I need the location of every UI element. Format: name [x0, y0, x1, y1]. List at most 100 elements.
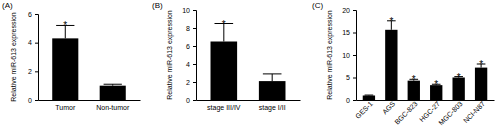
plot-area — [52, 25, 126, 100]
x-tick: stage III/IV — [207, 100, 241, 112]
significance-mark: * — [479, 59, 483, 70]
y-tick: 15 — [342, 29, 356, 36]
y-axis: 0 2 4 6 8 10 — [182, 7, 196, 104]
significance-mark: * — [222, 19, 226, 30]
x-axis-line — [39, 100, 141, 101]
x-tick-label: stage III/IV — [207, 104, 241, 112]
y-axis-line — [353, 11, 357, 101]
figure: 0 2 4 6 Tumor Non-tumor Relative miR-613 expre… — [0, 0, 500, 139]
y-axis-title: Relative miR-613 expression — [326, 10, 334, 100]
x-tick-label: AGS — [381, 100, 397, 116]
y-tick-mark — [35, 100, 38, 101]
y-tick: 2 — [186, 79, 196, 86]
error-cap — [263, 73, 282, 74]
y-tick: 0 — [186, 97, 196, 104]
y-tick: 10 — [342, 52, 356, 59]
y-tick-mark — [35, 14, 38, 15]
y-axis: 0 2 4 6 — [28, 11, 38, 104]
y-tick: 20 — [342, 7, 356, 14]
significance-mark: * — [457, 72, 461, 83]
y-tick: 0 — [28, 97, 38, 104]
y-tick: 8 — [186, 25, 196, 32]
bar — [475, 68, 487, 100]
plot-area — [363, 21, 488, 100]
y-tick-mark — [193, 100, 196, 101]
x-tick-label: Tumor — [55, 104, 76, 111]
error-line — [272, 74, 273, 81]
y-tick-label: 0 — [186, 97, 190, 104]
significance-mark: * — [412, 74, 416, 85]
x-tick: stage I/II — [259, 100, 286, 112]
x-axis: GES-1AGSBGC-823HGC-27MGC-803NCI-N87 — [354, 100, 494, 127]
y-tick-mark — [193, 64, 196, 65]
error-cap — [365, 95, 374, 96]
x-tick-label: stage I/II — [259, 104, 286, 112]
y-axis-line — [193, 11, 197, 101]
panel-label: (B) — [152, 1, 163, 10]
panel: 05101520GES-1AGSBGC-823HGC-27MGC-803NCI-… — [312, 1, 495, 126]
y-tick: 4 — [28, 39, 38, 46]
y-axis-title: Relative miR-613 expression — [166, 10, 174, 100]
y-tick: 10 — [182, 7, 196, 14]
y-tick-label: 0 — [28, 97, 32, 104]
x-axis-line — [197, 100, 301, 101]
x-tick-label: BGC-823 — [393, 100, 419, 126]
plot-area — [211, 24, 286, 101]
y-tick-mark — [35, 71, 38, 72]
x-axis: Tumor Non-tumor — [39, 100, 141, 111]
y-tick-mark — [353, 33, 356, 34]
y-tick: 2 — [28, 68, 38, 75]
y-tick-mark — [35, 43, 38, 44]
y-axis-line — [35, 15, 39, 101]
error-bar — [365, 95, 374, 96]
y-tick-mark — [353, 100, 356, 101]
y-tick-mark — [193, 10, 196, 11]
y-tick-label: 10 — [182, 7, 190, 14]
y-tick-label: 6 — [186, 43, 190, 50]
bar — [100, 86, 126, 100]
y-tick-label: 0 — [346, 97, 350, 104]
y-tick-mark — [353, 10, 356, 11]
bar — [385, 30, 397, 100]
x-tick: MGC-803 — [437, 100, 463, 126]
x-tick: GES-1 — [354, 100, 374, 120]
y-tick-mark — [193, 46, 196, 47]
y-tick-mark — [353, 78, 356, 79]
significance-mark: * — [389, 16, 393, 27]
y-tick: 6 — [28, 11, 38, 18]
y-tick: 0 — [346, 97, 356, 104]
y-tick-mark — [193, 82, 196, 83]
y-tick: 6 — [186, 43, 196, 50]
y-tick-mark — [353, 55, 356, 56]
panel: 0 2 4 6 Tumor Non-tumor Relative miR-613 expre… — [2, 1, 141, 111]
bar — [52, 38, 78, 100]
y-tick: 5 — [346, 74, 356, 81]
x-tick: BGC-823 — [393, 100, 419, 126]
y-axis: 0 5 10 15 20 — [342, 7, 356, 104]
y-tick-label: 6 — [28, 11, 32, 18]
y-tick-label: 2 — [28, 68, 32, 75]
error-bar — [104, 84, 122, 85]
y-tick-label: 20 — [342, 7, 350, 14]
y-axis-title: Relative miR-613 expression — [10, 12, 18, 102]
bar — [211, 42, 238, 101]
y-tick-label: 8 — [186, 25, 190, 32]
error-cap — [104, 84, 122, 85]
y-tick-label: 4 — [186, 61, 190, 68]
y-tick-label: 10 — [342, 52, 350, 59]
significance-mark: * — [434, 79, 438, 90]
x-tick: Tumor — [55, 100, 76, 111]
x-tick-label: Non-tumor — [96, 104, 130, 111]
x-axis: stage III/IV stage I/II — [197, 100, 301, 112]
error-bar — [263, 74, 282, 81]
y-tick-label: 4 — [28, 39, 32, 46]
x-tick-label: GES-1 — [354, 100, 374, 120]
panel-label: (C) — [312, 1, 323, 10]
x-tick-label: MGC-803 — [437, 100, 463, 126]
y-tick-label: 15 — [342, 29, 350, 36]
x-axis-line — [357, 100, 495, 101]
y-tick-label: 5 — [346, 74, 350, 81]
panel-label: (A) — [2, 1, 13, 10]
bar — [363, 96, 375, 101]
y-tick-mark — [193, 28, 196, 29]
